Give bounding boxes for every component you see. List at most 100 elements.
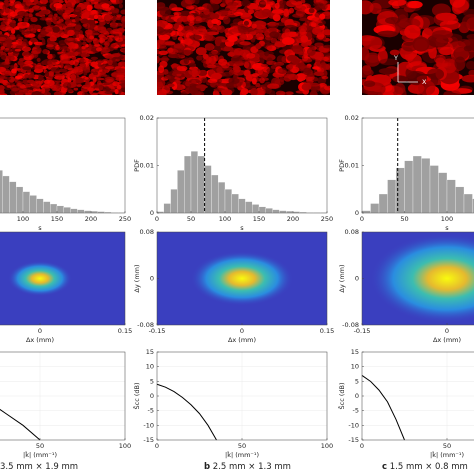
x-axis-label: s [240, 224, 244, 232]
speckle [37, 66, 44, 69]
panel: 0 50 100 -15 -10 -5 0 5 10 15 |k̂| (mm⁻¹) Ŝcc (dB) [132, 348, 333, 459]
speckle [49, 70, 55, 77]
x-tick-label: -0.15 [354, 327, 371, 335]
speckle [261, 8, 272, 17]
speckle [28, 8, 34, 13]
x-tick-label: 50 [187, 215, 195, 223]
speckle [96, 59, 104, 64]
speckle [9, 34, 16, 41]
speckle [4, 58, 10, 65]
y-tick-label: 0 [355, 275, 359, 283]
speckle [255, 43, 262, 50]
speckle [313, 71, 325, 76]
speckle [23, 19, 29, 23]
bar [204, 165, 212, 214]
speckle [53, 91, 62, 95]
bar [272, 209, 280, 214]
speckle [259, 1, 271, 5]
speckle [306, 47, 316, 56]
speckle [30, 16, 38, 23]
speckle [42, 66, 49, 69]
speckle [0, 17, 5, 21]
speckle [406, 0, 418, 9]
speckle [321, 76, 329, 80]
speckle [51, 59, 58, 63]
speckle [28, 73, 35, 79]
speckle [57, 51, 64, 55]
speckle [40, 6, 47, 12]
bar [361, 210, 371, 214]
speckle [122, 48, 125, 55]
y-tick-label: 15 [351, 348, 359, 356]
y-tick-label: -5 [353, 407, 359, 415]
speckle [227, 51, 235, 57]
speckle [41, 38, 46, 45]
speckle [271, 9, 285, 14]
speckle [6, 85, 12, 88]
speckle [465, 60, 474, 70]
speckle [301, 42, 309, 47]
panel-caption: 3.5 mm × 1.9 mm [0, 462, 78, 472]
speckle [427, 68, 445, 81]
bar [211, 174, 219, 214]
x-tick-label: 0.15 [118, 327, 132, 335]
speckle [211, 66, 223, 75]
speckle [78, 0, 84, 3]
speckle [63, 73, 73, 78]
speckle [404, 24, 421, 39]
speckle [173, 43, 184, 49]
x-tick-label: 250 [119, 215, 131, 223]
speckle [362, 0, 374, 15]
speckle [183, 38, 193, 45]
speckle [98, 38, 106, 43]
speckle [285, 0, 298, 8]
speckle-image [0, 0, 125, 95]
speckle [94, 0, 100, 2]
speckle [0, 88, 5, 95]
speckle [324, 85, 330, 91]
x-axis-label: |k̂| (mm⁻¹) [225, 451, 259, 459]
speckle [25, 1, 32, 6]
speckle [167, 47, 174, 53]
speckle [17, 67, 24, 73]
x-axis-label: s [445, 224, 449, 232]
speckle [295, 1, 303, 9]
y-tick-label: 15 [146, 348, 154, 356]
speckle [11, 68, 17, 74]
speckle [116, 68, 125, 74]
speckle [214, 91, 220, 95]
y-tick-label: 0.01 [140, 162, 154, 170]
speckle [46, 19, 52, 26]
speckle [65, 18, 71, 23]
speckle [180, 0, 193, 8]
speckle [62, 60, 72, 65]
speckle [41, 87, 46, 94]
y-tick-label: 5 [355, 377, 359, 385]
speckle [0, 24, 7, 31]
y-tick-label: 0 [355, 392, 359, 400]
speckle [234, 48, 244, 56]
speckle [40, 61, 48, 66]
bar [43, 201, 51, 214]
bar [84, 210, 92, 214]
speckle [189, 34, 202, 40]
speckle [308, 7, 315, 14]
panel-caption: b 2.5 mm × 1.3 mm [204, 462, 291, 472]
speckle [12, 52, 20, 56]
speckle [303, 67, 312, 74]
x-tick-label: 100 [219, 215, 231, 223]
x-axis-label: Δx (mm) [433, 336, 461, 344]
bar [224, 189, 232, 214]
speckle [300, 35, 309, 43]
speckle [53, 16, 61, 20]
y-axis-label: Δy (mm) [133, 264, 141, 292]
speckle [67, 70, 75, 75]
speckle [240, 88, 249, 95]
speckle [14, 48, 22, 52]
speckle [157, 2, 166, 9]
speckle [158, 57, 170, 62]
speckle [189, 83, 197, 87]
bar [238, 198, 246, 214]
